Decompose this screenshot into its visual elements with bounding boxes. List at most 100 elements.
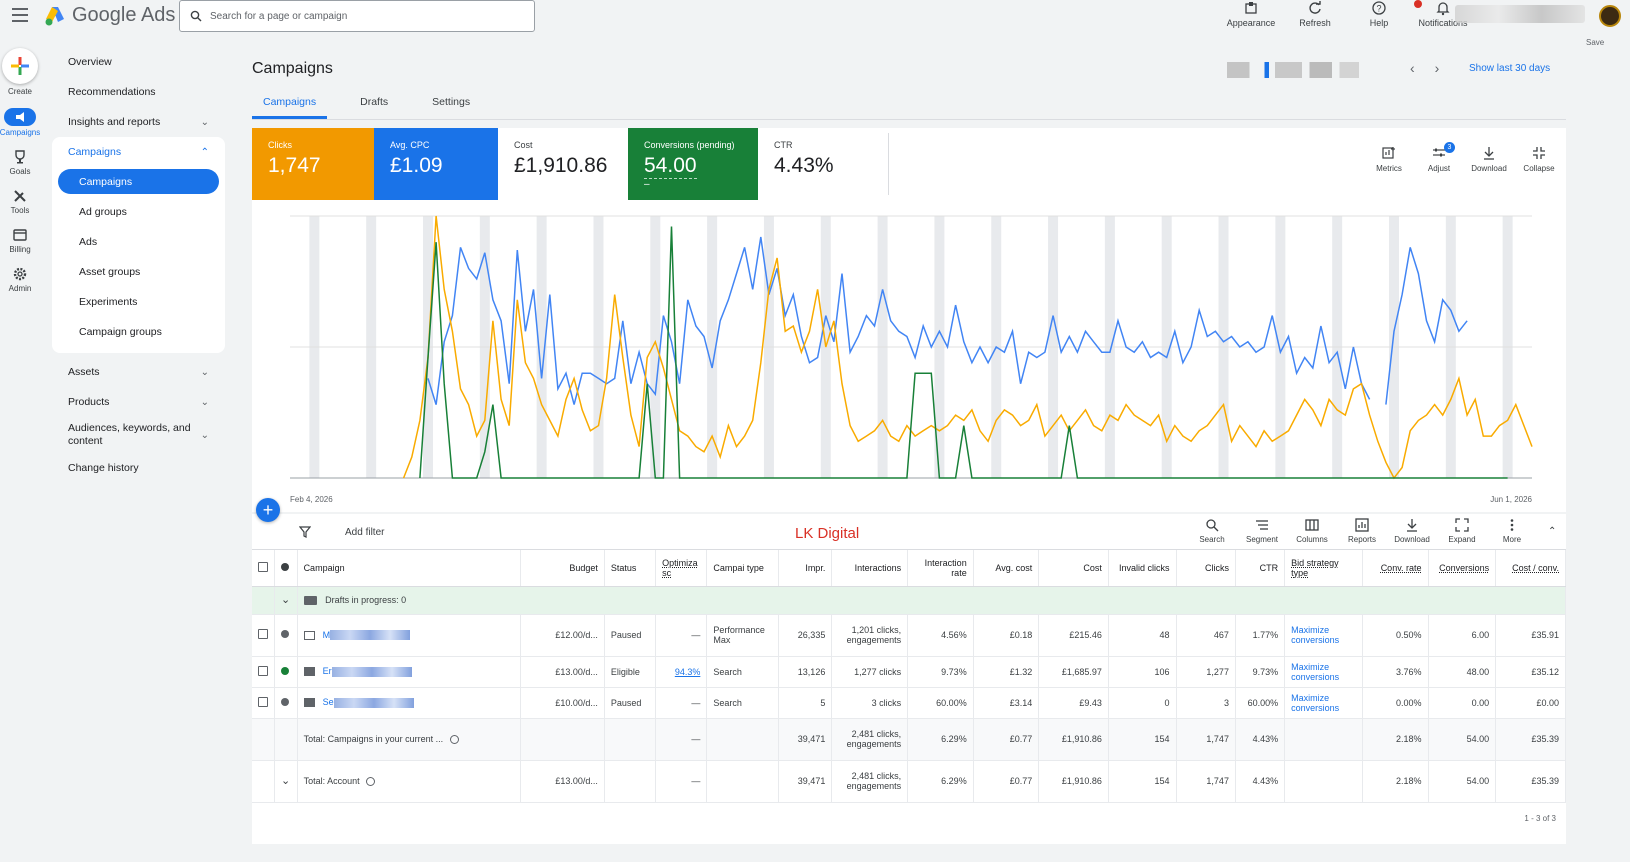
- chevron-right-icon[interactable]: ›: [1434, 60, 1440, 76]
- table-download-button[interactable]: Download: [1392, 518, 1432, 544]
- appearance-button[interactable]: Appearance: [1225, 0, 1277, 28]
- nav-sub-asset-groups[interactable]: Asset groups: [52, 257, 225, 287]
- chevron-down-icon[interactable]: ⌄: [274, 760, 298, 803]
- tab-campaigns[interactable]: Campaigns: [252, 96, 328, 119]
- col-impr[interactable]: Impr.: [778, 550, 833, 587]
- notifications-button[interactable]: Notifications: [1417, 0, 1469, 28]
- col-bid-strategy[interactable]: Bid strategy type: [1284, 550, 1363, 587]
- nav-sub-ad-groups[interactable]: Ad groups: [52, 197, 225, 227]
- help-icon[interactable]: [366, 777, 376, 787]
- adjust-button[interactable]: 3 Adjust: [1420, 142, 1458, 173]
- nav-overview[interactable]: Overview: [52, 47, 225, 77]
- col-conversions[interactable]: Conversions: [1428, 550, 1497, 587]
- scorecard-avg-cpc[interactable]: Avg. CPC £1.09: [374, 128, 498, 200]
- columns-button[interactable]: Columns: [1292, 518, 1332, 544]
- col-conv-rate[interactable]: Conv. rate: [1362, 550, 1429, 587]
- campaign-name-cell[interactable]: Er: [297, 656, 521, 688]
- scorecard-conversions[interactable]: Conversions (pending) 54.00 –: [628, 128, 758, 200]
- col-campaign-type[interactable]: Campai type: [706, 550, 780, 587]
- rail-campaigns[interactable]: Campaigns: [0, 108, 40, 137]
- campaign-name-cell[interactable]: M: [297, 614, 521, 657]
- rail-create[interactable]: Create: [0, 48, 40, 96]
- col-clicks[interactable]: Clicks: [1176, 550, 1236, 587]
- rail-admin[interactable]: Admin: [0, 266, 40, 293]
- campaign-name[interactable]: Se: [322, 697, 334, 708]
- campaign-name[interactable]: M: [322, 629, 331, 640]
- help-icon[interactable]: [449, 735, 459, 745]
- row-checkbox[interactable]: [252, 656, 276, 688]
- account-info[interactable]: [1455, 5, 1585, 23]
- expand-button[interactable]: Expand: [1442, 518, 1482, 544]
- col-status[interactable]: Status: [604, 550, 657, 587]
- table-row[interactable]: M £12.00/d... Paused — Performance Max 2…: [252, 614, 1566, 657]
- nav-sub-experiments[interactable]: Experiments: [52, 287, 225, 317]
- search-input[interactable]: Search for a page or campaign: [179, 0, 535, 32]
- rail-tools[interactable]: Tools: [0, 188, 40, 215]
- rail-billing[interactable]: Billing: [0, 227, 40, 254]
- scorecard-clicks[interactable]: Clicks 1,747: [252, 128, 374, 200]
- bid-strategy-cell[interactable]: Maximize conversions: [1284, 614, 1363, 657]
- nav-sub-ads[interactable]: Ads: [52, 227, 225, 257]
- metrics-button[interactable]: Metrics: [1370, 146, 1408, 173]
- date-range-picker[interactable]: [1227, 62, 1377, 78]
- download-button[interactable]: Download: [1470, 146, 1508, 173]
- segment-button[interactable]: Segment: [1242, 518, 1282, 544]
- filter-icon[interactable]: [299, 526, 311, 538]
- collapse-button[interactable]: Collapse: [1520, 146, 1558, 173]
- table-row[interactable]: Se £10.00/d... Paused — Search 5 3 click…: [252, 687, 1566, 719]
- col-interaction-rate[interactable]: Interaction rate: [907, 550, 974, 587]
- nav-sub-campaigns[interactable]: Campaigns: [58, 169, 219, 194]
- tab-settings[interactable]: Settings: [432, 96, 471, 108]
- chevron-down-icon[interactable]: ⌄: [274, 586, 298, 615]
- more-button[interactable]: More: [1492, 518, 1532, 544]
- row-checkbox[interactable]: [252, 614, 276, 657]
- rail-goals[interactable]: Goals: [0, 149, 40, 176]
- chevron-up-icon[interactable]: ⌃: [1548, 526, 1557, 537]
- col-optimization[interactable]: Optimiza sc: [655, 550, 708, 587]
- col-cost[interactable]: Cost: [1038, 550, 1109, 587]
- col-cost-per-conv[interactable]: Cost / conv.: [1495, 550, 1566, 587]
- opt-cell[interactable]: 94.3%: [655, 656, 708, 688]
- col-budget[interactable]: Budget: [520, 550, 605, 587]
- reports-button[interactable]: Reports: [1342, 518, 1382, 544]
- show-last-30-days-link[interactable]: Show last 30 days: [1469, 63, 1551, 74]
- budget-cell[interactable]: £12.00/d...: [520, 614, 605, 657]
- col-invalid-clicks[interactable]: Invalid clicks: [1108, 550, 1177, 587]
- col-campaign[interactable]: Campaign: [297, 550, 521, 587]
- scorecard-cost[interactable]: Cost £1,910.86: [498, 128, 628, 200]
- nav-recommendations[interactable]: Recommendations: [52, 77, 225, 107]
- tab-drafts[interactable]: Drafts: [360, 96, 389, 108]
- budget-cell[interactable]: £13.00/d...: [520, 656, 605, 688]
- col-avg-cost[interactable]: Avg. cost: [973, 550, 1040, 587]
- add-filter-button[interactable]: Add filter: [345, 527, 385, 538]
- refresh-button[interactable]: Refresh: [1289, 0, 1341, 28]
- row-checkbox[interactable]: [252, 687, 276, 719]
- table-search-button[interactable]: Search: [1192, 518, 1232, 544]
- select-all-checkbox[interactable]: [252, 550, 276, 587]
- menu-icon[interactable]: [12, 8, 28, 22]
- drafts-row[interactable]: ⌄ Drafts in progress: 0: [252, 586, 1567, 615]
- table-row[interactable]: Er £13.00/d... Eligible 94.3% Search 13,…: [252, 656, 1566, 688]
- col-interactions[interactable]: Interactions: [831, 550, 909, 587]
- bid-strategy-cell[interactable]: Maximize conversions: [1284, 656, 1363, 688]
- scorecard-ctr[interactable]: CTR 4.43%: [758, 128, 888, 200]
- budget-cell[interactable]: £10.00/d...: [520, 687, 605, 719]
- avatar[interactable]: [1599, 5, 1621, 27]
- google-ads-logo[interactable]: Google Ads: [44, 4, 175, 27]
- nav-insights[interactable]: Insights and reports ⌄: [52, 107, 225, 137]
- help-button[interactable]: ? Help: [1353, 0, 1405, 28]
- nav-audiences[interactable]: Audiences, keywords, and content ⌄: [52, 417, 225, 453]
- nav-products[interactable]: Products ⌄: [52, 387, 225, 417]
- conv-rate-cell: 0.00%: [1362, 687, 1429, 719]
- add-campaign-button[interactable]: +: [256, 498, 280, 522]
- campaign-name-cell[interactable]: Se: [297, 687, 521, 719]
- campaign-name[interactable]: Er: [322, 666, 332, 677]
- chevron-left-icon[interactable]: ‹: [1410, 60, 1415, 76]
- nav-sub-campaign-groups[interactable]: Campaign groups: [52, 317, 225, 347]
- col-ctr[interactable]: CTR: [1235, 550, 1286, 587]
- total-account-row[interactable]: ⌄ Total: Account £13.00/d... — 39,471 2,…: [252, 760, 1566, 803]
- nav-campaigns-section[interactable]: Campaigns ⌃: [52, 137, 225, 167]
- nav-assets[interactable]: Assets ⌄: [52, 357, 225, 387]
- nav-change-history[interactable]: Change history: [52, 453, 225, 483]
- bid-strategy-cell[interactable]: Maximize conversions: [1284, 687, 1363, 719]
